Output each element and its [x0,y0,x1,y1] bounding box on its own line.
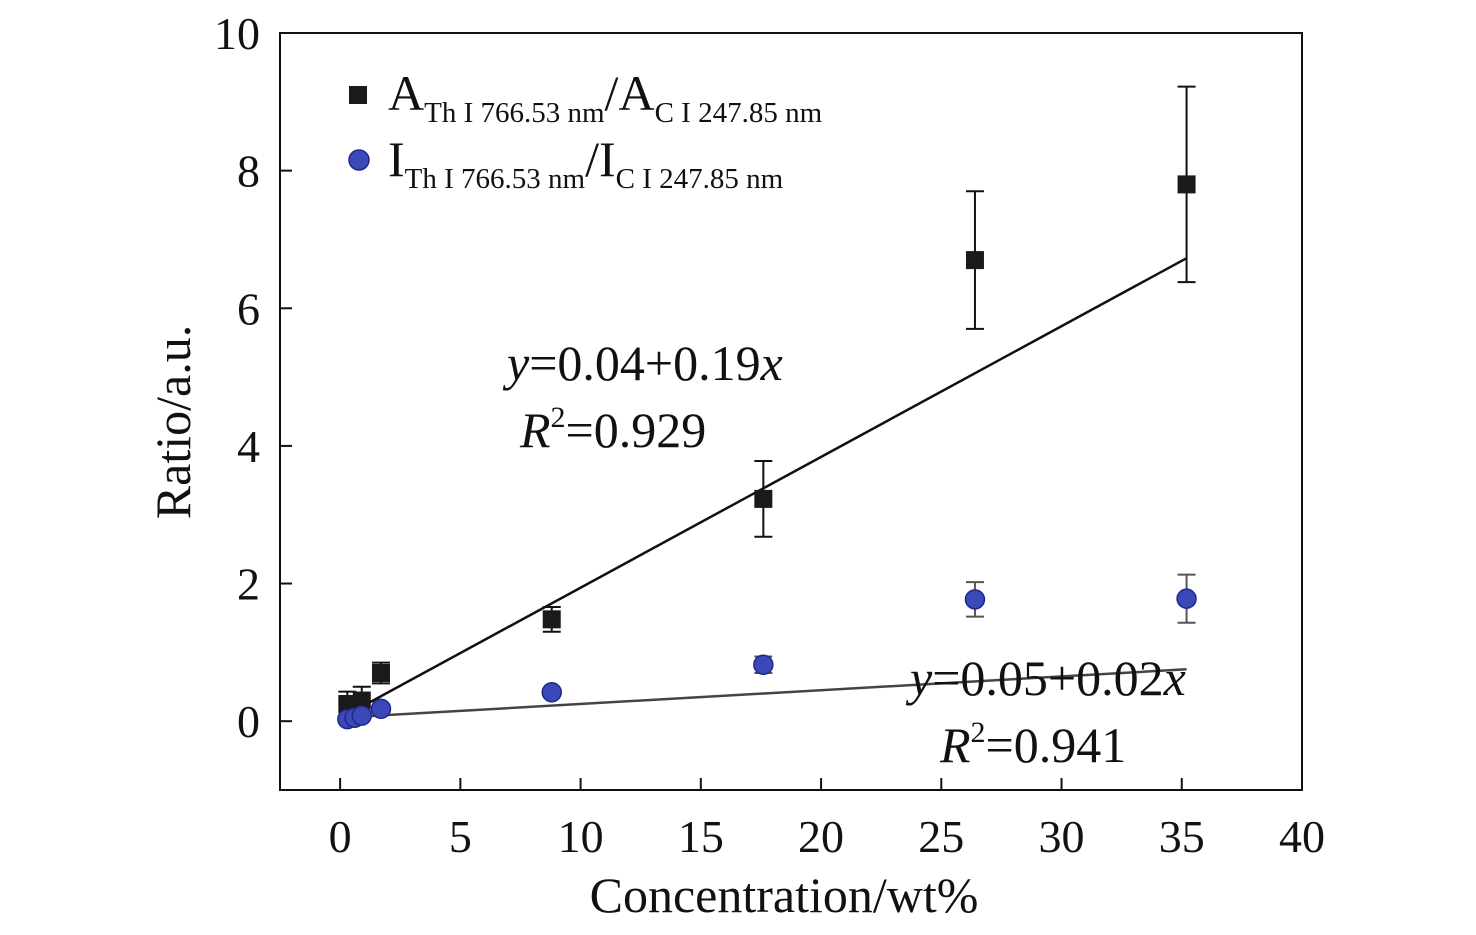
eq-2-x: x [1163,650,1186,706]
eq-2-body: =0.05+0.02 [932,650,1163,706]
data-point-square [371,664,390,683]
data-markers [337,175,1197,730]
eq-2-y: y [905,650,933,706]
y-tick-label: 0 [237,696,260,747]
x-tick-label: 35 [1159,811,1205,862]
axis-ticks: 0 5 10 15 20 25 30 35 40 0 2 4 6 8 10 [214,8,1325,862]
data-point-square [542,610,561,629]
fit-line-series-1 [346,257,1188,716]
data-point-circle [541,682,562,703]
legend-1-a-sub: Th I 766.53 nm [424,97,605,129]
r-2-body: =0.941 [986,717,1127,773]
equation-series-2: y=0.05+0.02x [905,650,1186,706]
r-squared-series-1: R2=0.929 [519,401,706,458]
y-tick-label: 10 [214,8,260,59]
r-squared-series-2: R2=0.941 [939,716,1126,773]
x-tick-label: 0 [329,811,352,862]
plot-area-border [279,32,1303,791]
r-2: R [939,717,971,773]
equation-series-1: y=0.04+0.19x [502,335,783,391]
data-point-square [965,251,984,270]
legend-marker-circle [348,149,370,171]
legend-label-series-2: ITh I 766.53 nm/IC I 247.85 nm [388,131,784,195]
x-tick-label: 10 [558,811,604,862]
data-point-square [754,489,773,508]
legend-2-b: I [599,131,616,187]
data-point-square [1177,175,1196,194]
y-axis-title: Ratio/a.u. [145,325,201,519]
fit-lines [346,257,1188,719]
legend-2-a-sub: Th I 766.53 nm [405,163,586,195]
r-1-sup: 2 [551,401,566,434]
y-tick-label: 4 [237,421,260,472]
legend-1-b-sub: C I 247.85 nm [655,97,823,129]
legend-1-slash: / [605,65,619,121]
legend-marker-square [349,86,367,104]
r-1: R [519,402,551,458]
x-tick-label: 40 [1279,811,1325,862]
eq-1-y: y [502,335,530,391]
data-point-circle [351,705,373,726]
legend-1-a: A [388,65,424,121]
data-point-circle [370,698,392,720]
legend: ATh I 766.53 nm/AC I 247.85 nm ITh I 766… [348,65,823,195]
fit-line-series-2 [347,668,1187,719]
eq-1-x: x [760,335,783,391]
y-tick-label: 2 [237,559,260,610]
r-2-sup: 2 [971,716,986,749]
fit-annotation-series-1: y=0.04+0.19x R2=0.929 [502,335,783,458]
legend-2-slash: / [585,131,599,187]
data-point-circle [753,654,774,676]
y-tick-label: 8 [237,146,260,197]
x-axis-title: Concentration/wt% [590,867,979,923]
data-point-circle [964,589,986,610]
fit-annotation-series-2: y=0.05+0.02x R2=0.941 [905,650,1186,773]
x-tick-label: 25 [918,811,964,862]
data-point-square [352,691,371,710]
legend-2-a: I [388,131,405,187]
legend-label-series-1: ATh I 766.53 nm/AC I 247.85 nm [388,65,823,129]
r-1-body: =0.929 [566,402,707,458]
data-point-circle [1176,588,1197,609]
x-tick-label: 30 [1039,811,1085,862]
x-tick-label: 20 [798,811,844,862]
plot-frame [279,32,1303,791]
x-tick-label: 5 [449,811,472,862]
legend-2-b-sub: C I 247.85 nm [616,163,784,195]
eq-1-body: =0.04+0.19 [529,335,760,391]
y-tick-label: 6 [237,283,260,334]
x-tick-label: 15 [678,811,724,862]
legend-1-b: A [618,65,654,121]
